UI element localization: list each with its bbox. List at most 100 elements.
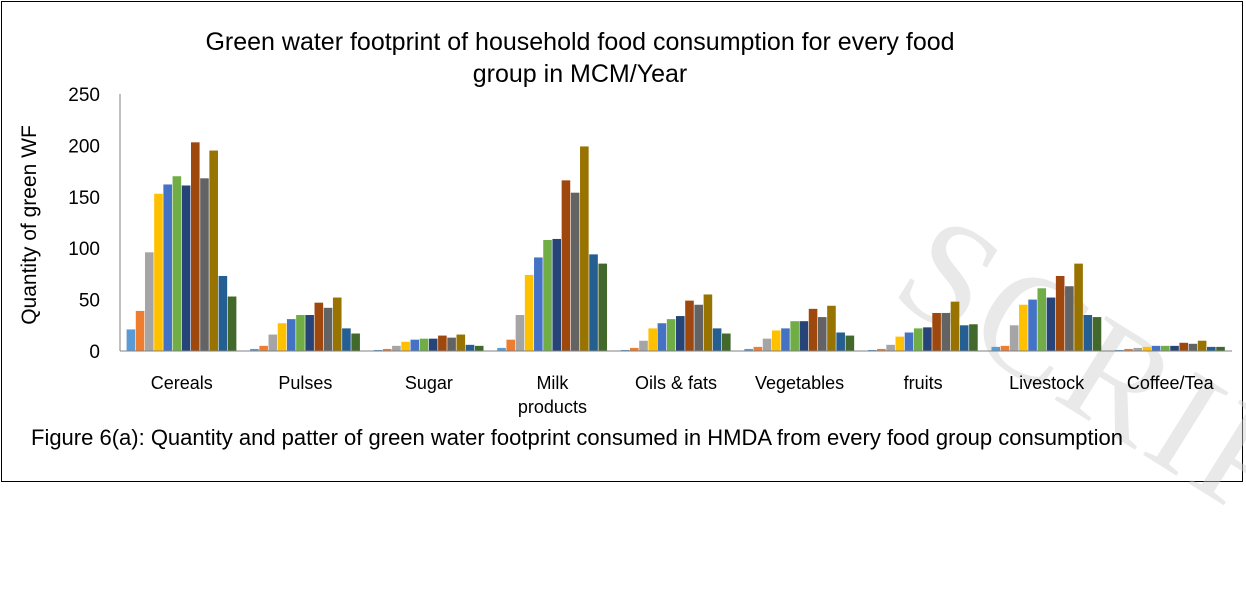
bar [1179,342,1189,351]
bar [580,146,589,351]
bar [722,333,731,351]
bar [342,328,351,351]
bar [1161,345,1170,351]
bar [744,348,753,351]
x-tick-label: products [518,397,587,417]
bar [410,339,420,351]
chart-title: Green water footprint of household food … [205,28,955,88]
bar [589,254,598,351]
bar [1000,345,1010,351]
bar [703,294,713,351]
x-tick-label: Cereals [151,373,213,393]
bar [639,340,648,351]
bar [373,349,383,351]
bar [950,301,960,351]
bar [676,316,685,351]
bar [923,327,932,351]
bar [1124,348,1133,351]
bar [712,328,722,351]
y-tick-label: 200 [68,136,100,157]
bar [534,257,543,351]
bar [135,310,145,351]
bar [524,274,534,351]
bar [959,325,969,351]
bar [456,334,466,351]
bar [808,308,818,351]
bar [200,178,209,351]
x-tick-label: Sugar [405,373,453,393]
bar [515,315,525,351]
bar [753,346,763,351]
y-tick-label: 150 [68,188,100,209]
x-tick-label: Livestock [1009,373,1085,393]
bar [685,300,694,351]
bar [447,337,456,351]
bar [382,348,392,351]
bar [1046,297,1056,351]
bar [465,344,475,351]
bar [1092,317,1102,351]
bar [259,345,268,351]
bar [314,302,324,351]
bar [817,317,827,351]
bar [886,344,895,351]
bar [913,328,923,351]
bar [561,180,571,351]
bar [1074,263,1083,351]
bar [1028,299,1037,351]
bar [392,345,401,351]
y-axis-label: Quantity of green WF [18,125,41,325]
bar [932,312,941,351]
bar [1083,315,1093,351]
bar [781,328,790,351]
bar [419,338,429,351]
bar [268,334,278,351]
bar [286,319,296,351]
bar [497,347,506,351]
bar [904,332,914,351]
bar [250,348,259,351]
bar [1037,288,1047,351]
bar [154,193,163,351]
bar [296,315,305,351]
y-tick-label: 250 [68,85,100,106]
bar [190,142,200,351]
bar [845,335,855,351]
y-tick-label: 100 [68,239,100,260]
x-tick-label: Oils & fats [635,373,717,393]
bar [895,336,905,351]
bar [1133,347,1143,351]
bar [941,312,951,351]
bar [172,176,182,351]
bar [694,304,703,351]
bar [1142,346,1152,351]
bar [506,339,516,351]
bar [657,323,667,351]
x-tick-label: Milk [536,373,569,393]
bar [218,275,228,351]
bar [181,185,191,351]
bar [552,238,562,351]
bar [163,184,172,351]
bar [836,332,845,351]
bar [277,323,287,351]
bar [799,321,809,351]
bar [209,150,218,351]
bar [332,297,342,351]
bar [1197,340,1207,351]
x-tick-label: Coffee/Tea [1127,373,1215,393]
bar [598,263,608,351]
bar [790,321,799,351]
x-tick-label: Pulses [278,373,332,393]
bar [877,348,886,351]
bar [305,315,314,351]
bar [827,305,836,351]
bar [351,333,360,351]
bar [648,328,657,351]
y-tick-label: 0 [89,342,100,363]
x-tick-label: fruits [904,373,943,393]
bar [991,346,1001,351]
bar [1207,346,1216,351]
bar [1009,325,1019,351]
bar [1115,349,1124,351]
